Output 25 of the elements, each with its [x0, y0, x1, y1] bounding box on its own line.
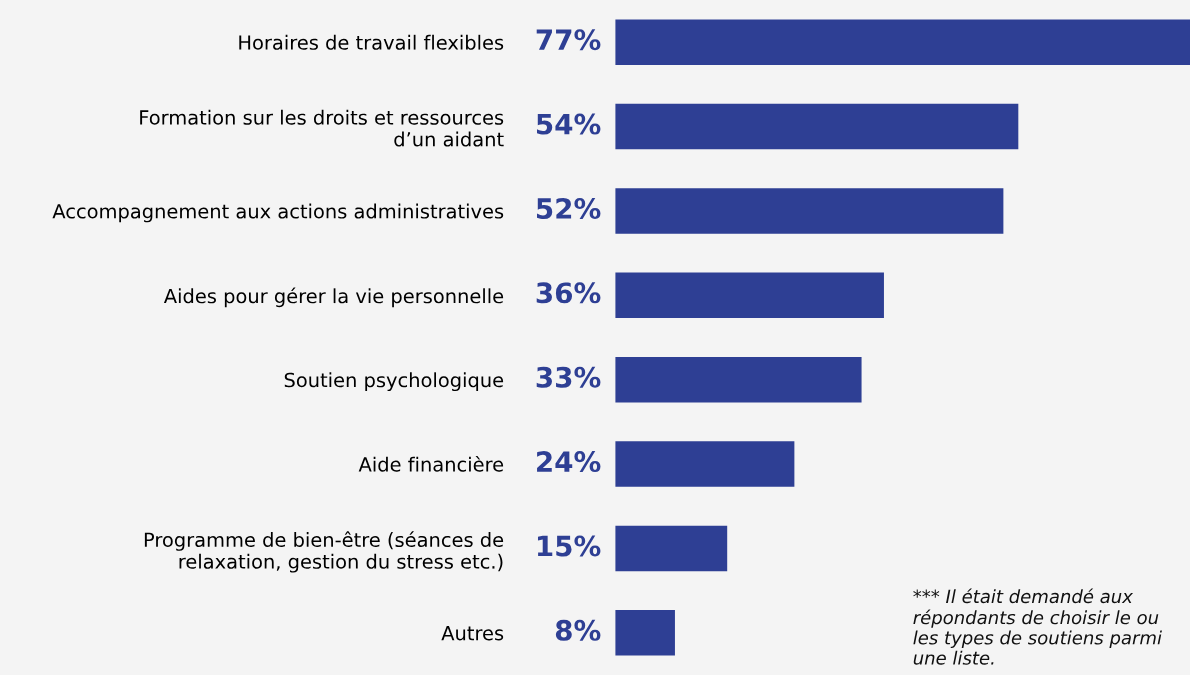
- data-label: 52%: [537, 197, 601, 219]
- data-label: 33%: [536, 366, 601, 388]
- bar: [615, 525, 728, 572]
- y-tick-label: Soutien psychologique: [284, 372, 504, 392]
- y-tick-label: Aide financière: [358, 455, 504, 472]
- data-label: 15%: [537, 535, 601, 557]
- data-label: 24%: [537, 451, 601, 473]
- y-tick-label: Aides pour gérer la vie personnelle: [163, 287, 504, 308]
- y-tick-label: Autres: [441, 626, 504, 641]
- y-tick-label: Horaires de travail flexibles: [239, 34, 504, 50]
- y-tick-label: Formation sur les droits et ressources d’un aidant: [140, 109, 504, 147]
- y-tick-label: Accompagnement aux actions administratives: [52, 203, 504, 223]
- bar: [615, 356, 862, 403]
- data-label: 54%: [537, 113, 601, 135]
- data-label: 36%: [536, 282, 601, 304]
- bar: [615, 19, 1190, 65]
- bar: [615, 103, 1019, 150]
- bar: [615, 441, 795, 487]
- data-label: 77%: [536, 29, 601, 51]
- bar: [615, 272, 884, 319]
- bar: [615, 610, 675, 656]
- data-label: 8%: [555, 619, 601, 641]
- annotation: *** Il était demandé aux répondants de choisir le ou les types de soutiens parmi une liste.: [913, 588, 1162, 665]
- bar: [615, 188, 1004, 234]
- y-tick-label: Programme de bien-être (séances de relaxation, gestion du stress etc.): [144, 531, 504, 573]
